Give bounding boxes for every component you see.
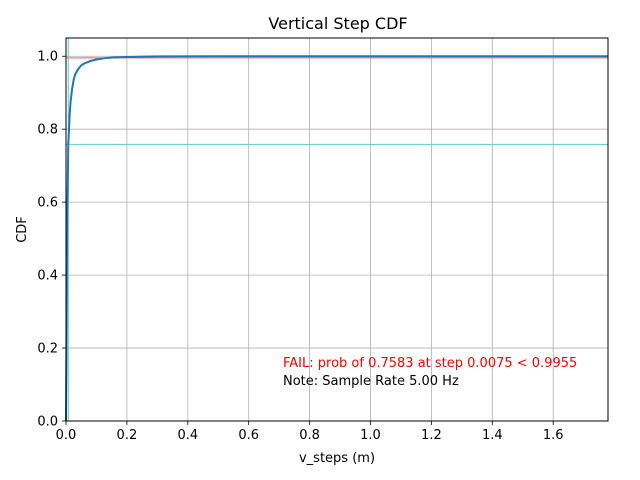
x-axis-ticks: 0.0 0.2 0.4 0.6 0.8 1.0 1.2 1.4 1.6: [56, 421, 564, 443]
annotations: FAIL: prob of 0.7583 at step 0.0075 < 0.…: [283, 356, 577, 389]
plot-frame: [65, 37, 609, 422]
reference-lines: [66, 38, 608, 421]
x-tick-label: 0.2: [117, 428, 138, 443]
x-tick-label: 1.0: [360, 428, 381, 443]
chart-title: Vertical Step CDF: [268, 14, 407, 33]
x-tick-label: 1.2: [421, 428, 442, 443]
y-axis-ticks: 0.0 0.2 0.4 0.6 0.8 1.0: [37, 50, 66, 430]
x-tick-label: 1.4: [482, 428, 503, 443]
x-tick-label: 0.6: [238, 428, 259, 443]
x-axis-label: v_steps (m): [299, 451, 375, 466]
grid: [65, 38, 608, 422]
y-tick-label: 0.6: [37, 196, 58, 211]
x-tick-label: 0.4: [177, 428, 198, 443]
sample-rate-note: Note: Sample Rate 5.00 Hz: [283, 374, 459, 389]
y-tick-label: 0.4: [37, 269, 58, 284]
y-axis-label: CDF: [15, 216, 30, 243]
y-tick-label: 1.0: [37, 50, 58, 65]
x-tick-label: 0.0: [56, 428, 77, 443]
cdf-series-line: [65, 55, 608, 422]
fail-annotation: FAIL: prob of 0.7583 at step 0.0075 < 0.…: [283, 356, 577, 371]
y-tick-label: 0.0: [37, 415, 58, 430]
y-tick-label: 0.8: [37, 123, 58, 138]
series-layer: [65, 55, 608, 422]
y-tick-label: 0.2: [37, 342, 58, 357]
x-tick-label: 1.6: [543, 428, 564, 443]
x-tick-label: 0.8: [299, 428, 320, 443]
